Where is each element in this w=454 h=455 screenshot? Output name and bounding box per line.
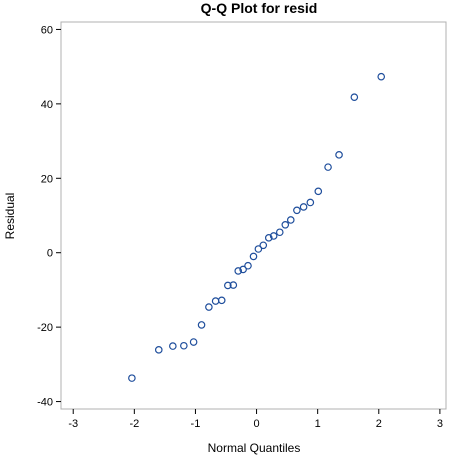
x-tick-label: -2 — [129, 418, 139, 430]
data-point — [259, 241, 268, 250]
data-point — [281, 221, 290, 229]
data-point — [244, 261, 252, 270]
y-tick-label: -40 — [37, 397, 53, 409]
plot-frame — [60, 21, 447, 410]
data-point — [154, 346, 163, 354]
data-point — [128, 374, 136, 382]
data-point — [197, 321, 206, 329]
data-point — [293, 206, 301, 215]
data-point — [350, 93, 359, 101]
data-point — [275, 228, 284, 237]
data-point — [205, 303, 213, 311]
data-points — [128, 72, 386, 382]
data-point — [264, 234, 273, 242]
data-point — [180, 341, 188, 350]
x-tick-label: -3 — [68, 418, 78, 430]
data-point — [239, 265, 247, 274]
y-tick-label: 0 — [47, 248, 53, 260]
data-point — [249, 252, 258, 261]
chart-title: Q-Q Plot for resid — [201, 0, 318, 16]
data-point — [377, 72, 386, 81]
data-point — [217, 296, 226, 305]
data-point — [254, 245, 263, 253]
x-tick-label: 2 — [376, 418, 382, 430]
data-point — [169, 342, 177, 350]
y-tick-label: 20 — [41, 173, 53, 185]
data-point — [229, 281, 238, 289]
data-point — [306, 198, 315, 207]
data-point — [314, 187, 323, 196]
data-point — [269, 232, 278, 240]
data-point — [286, 216, 295, 224]
y-axis-label: Residual — [3, 193, 17, 240]
y-tick-label: -20 — [37, 322, 53, 334]
x-tick-label: 3 — [437, 418, 443, 430]
data-point — [335, 151, 343, 159]
data-point — [189, 338, 198, 346]
x-axis-label: Normal Quantiles — [208, 441, 301, 455]
x-tick-label: -1 — [191, 418, 201, 430]
axis-ticks: -3 -2 -1 0 1 2 3 -40 -20 0 20 40 60 — [37, 24, 443, 430]
data-point — [299, 203, 308, 211]
y-tick-label: 40 — [41, 99, 53, 111]
x-tick-label: 1 — [315, 418, 321, 430]
data-point — [234, 267, 243, 275]
data-point — [324, 163, 332, 171]
data-point — [224, 281, 232, 290]
x-tick-label: 0 — [253, 418, 259, 430]
y-tick-label: 60 — [41, 24, 53, 36]
